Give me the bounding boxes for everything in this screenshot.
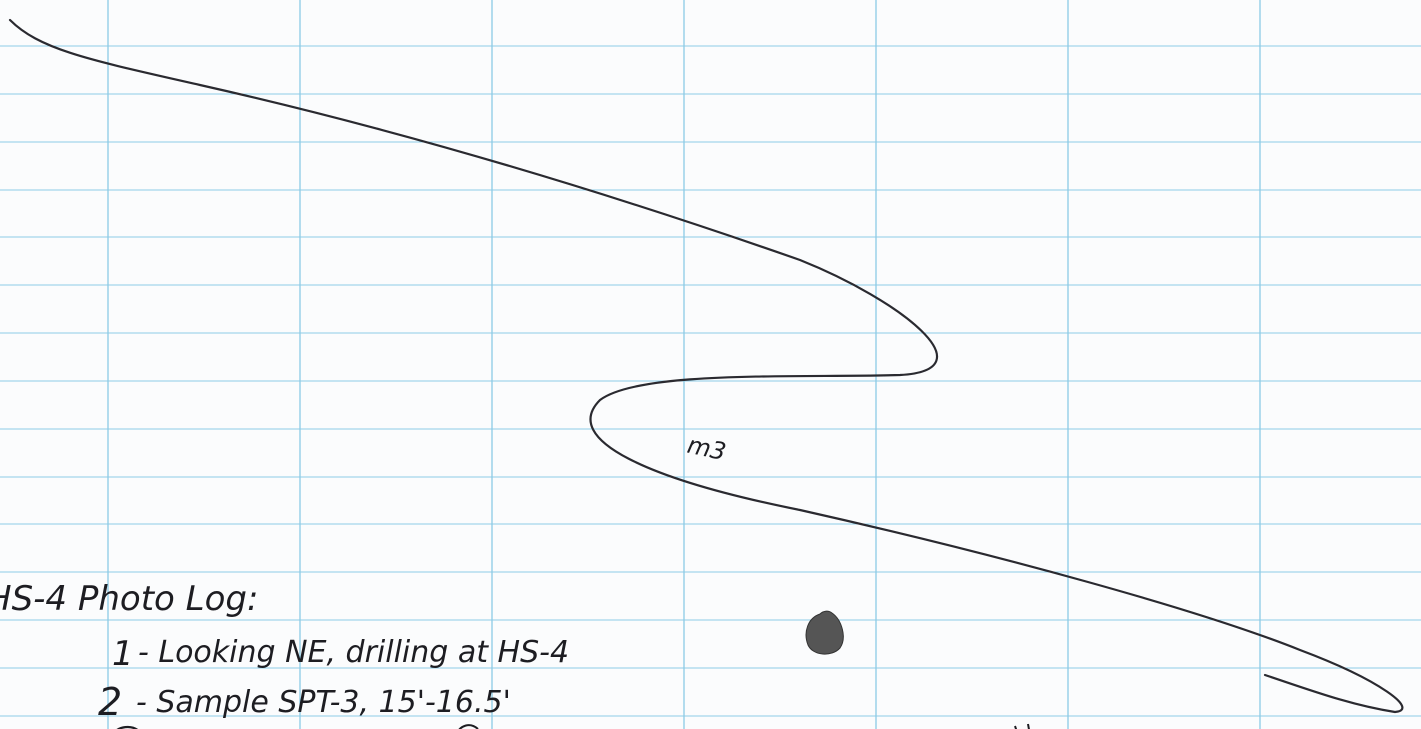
text-fragment (458, 724, 479, 729)
entry-text: - Sample SPT-3, 15'-16.5' (136, 685, 511, 720)
photo-log-entry-1: 1 - Looking NE, drilling at HS-4 (112, 634, 569, 674)
photo-log-entry-2: 2 - Sample SPT-3, 15'-16.5' (98, 680, 511, 724)
text-fragment (1014, 723, 1030, 729)
entry-number-fragment (116, 725, 138, 729)
hand-drawn-strikethrough-line (8, 18, 1404, 714)
photo-log-entry-3 (116, 723, 1030, 729)
handwritten-annotation: m3 (685, 431, 729, 466)
ink-blot-icon (805, 610, 844, 655)
entry-number: 2 (98, 680, 122, 724)
entry-text: - Looking NE, drilling at HS-4 (138, 635, 569, 670)
photo-log-title: HS-4 Photo Log: (0, 579, 258, 619)
entry-number: 1 (112, 634, 134, 674)
